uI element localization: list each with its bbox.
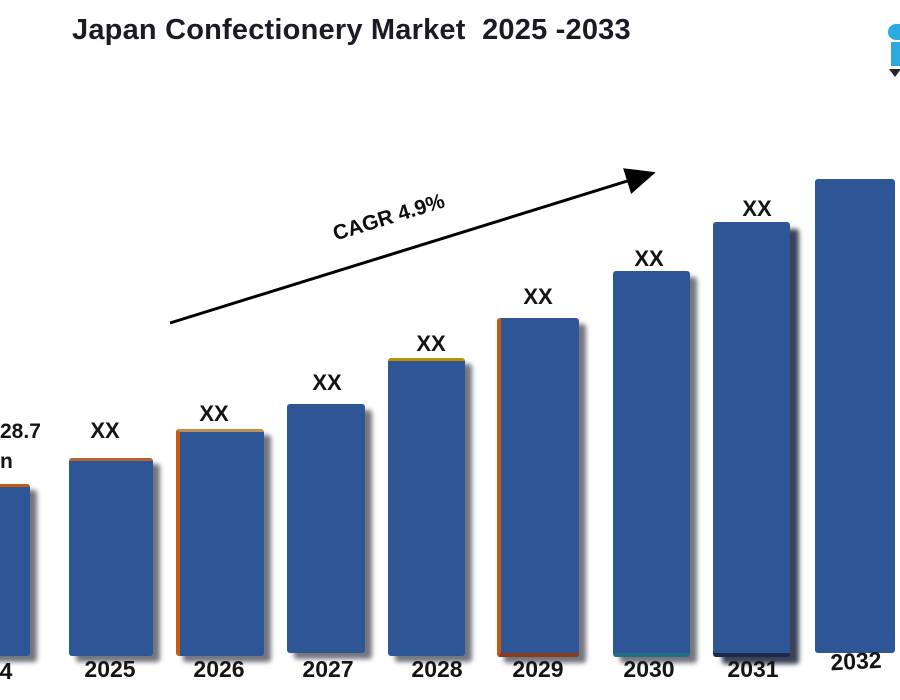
x-axis-label-2028: 2028 bbox=[411, 656, 463, 682]
bar-2030 bbox=[613, 271, 690, 657]
bar-2029 bbox=[497, 318, 579, 657]
chart-title: Japan Confectionery Market 2025 -2033 bbox=[72, 14, 631, 46]
brand-logo-bar-icon bbox=[891, 42, 900, 66]
bar-value-label-2028: XX bbox=[416, 331, 446, 356]
x-axis-label-2032: 2032 bbox=[829, 646, 883, 676]
bar-value-label-2025: XX bbox=[90, 418, 120, 443]
bar-2027 bbox=[287, 404, 365, 653]
x-axis-label-2024: 4 bbox=[0, 658, 13, 684]
bar-2032 bbox=[815, 179, 895, 653]
bar-value-label-2031: XX bbox=[742, 196, 772, 221]
bar-2024-value-partial-line1: 28.7 bbox=[0, 420, 41, 443]
bar-2028 bbox=[388, 358, 465, 656]
bar-value-label-2029: XX bbox=[523, 284, 553, 309]
x-axis-label-2026: 2026 bbox=[193, 656, 245, 682]
brand-logo-icon bbox=[888, 24, 900, 40]
bar-2024-value-partial-line2: n bbox=[0, 450, 13, 473]
x-axis-label-2030: 2030 bbox=[623, 656, 675, 682]
bar-value-label-2027: XX bbox=[312, 370, 342, 395]
x-axis-label-2031: 2031 bbox=[727, 656, 779, 682]
x-axis-label-2027: 2027 bbox=[302, 656, 354, 682]
x-axis-label-2029: 2029 bbox=[512, 656, 564, 682]
bar-value-label-2030: XX bbox=[634, 246, 664, 271]
bar-2024 bbox=[0, 484, 30, 656]
bar-2025 bbox=[69, 458, 153, 656]
x-axis-label-2025: 2025 bbox=[84, 656, 136, 682]
bar-2031 bbox=[713, 222, 790, 657]
brand-logo-mark-icon bbox=[889, 69, 900, 77]
bar-2026 bbox=[176, 429, 264, 656]
bar-value-label-2026: XX bbox=[199, 401, 229, 426]
